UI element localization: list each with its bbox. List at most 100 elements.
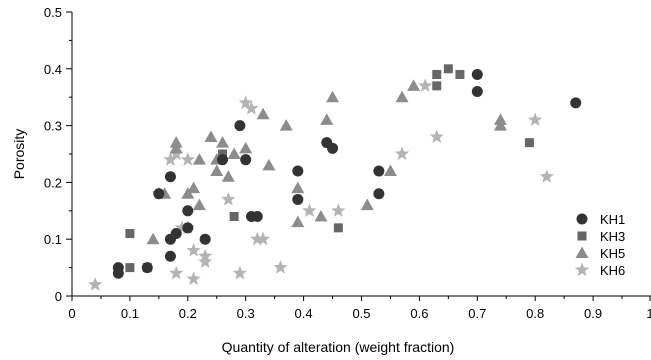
series-kh1	[112, 68, 582, 279]
x-tick-label: 0.9	[584, 306, 602, 321]
x-tick-label: 0.4	[295, 306, 313, 321]
data-point-kh1	[471, 86, 483, 98]
x-tick-label: 0.3	[237, 306, 255, 321]
series-kh6	[88, 78, 554, 291]
data-point-kh1	[182, 205, 194, 217]
y-tick-label: 0.5	[44, 5, 62, 20]
data-point-kh3	[455, 69, 465, 79]
data-point-kh5	[221, 170, 235, 182]
data-point-kh6	[174, 220, 190, 234]
y-tick-label: 0.4	[44, 62, 62, 77]
data-point-kh6	[528, 112, 543, 126]
x-tick-label: 1	[646, 306, 651, 321]
data-point-kh5	[227, 147, 241, 159]
data-point-kh5	[256, 107, 270, 120]
data-point-kh5	[320, 113, 334, 125]
data-point-kh1	[373, 165, 385, 177]
x-tick-label: 0.2	[179, 306, 197, 321]
data-point-kh1	[292, 165, 304, 177]
data-point-kh3	[125, 263, 135, 273]
data-point-kh5	[291, 181, 305, 194]
data-point-kh5	[291, 215, 305, 228]
y-tick-label: 0.1	[44, 232, 62, 247]
data-point-kh5	[210, 164, 224, 177]
legend-marker-kh5	[575, 246, 589, 258]
data-point-kh3	[524, 138, 534, 148]
series-kh3	[125, 64, 534, 273]
x-tick-label: 0.5	[352, 306, 370, 321]
data-point-kh5	[192, 198, 206, 211]
data-point-kh1	[199, 233, 211, 245]
data-point-kh5	[192, 153, 206, 165]
data-point-kh6	[232, 265, 248, 280]
legend-item-kh6: KH6	[574, 262, 625, 278]
y-tick-label: 0.3	[44, 119, 62, 134]
data-point-kh5	[239, 141, 253, 154]
data-point-kh5	[279, 119, 293, 131]
data-point-kh6	[273, 260, 288, 274]
data-point-kh6	[255, 231, 271, 246]
data-point-kh1	[153, 188, 165, 200]
data-point-kh1	[182, 222, 194, 234]
data-point-kh6	[331, 203, 346, 217]
x-tick-label: 0.6	[410, 306, 428, 321]
data-point-kh1	[112, 267, 124, 279]
data-point-kh6	[238, 95, 253, 109]
legend-item-kh1: KH1	[576, 212, 625, 227]
data-point-kh5	[383, 164, 397, 177]
data-point-kh5	[216, 136, 230, 148]
x-tick-label: 0	[68, 306, 75, 321]
data-point-kh5	[326, 90, 340, 103]
data-point-kh6	[221, 191, 236, 206]
data-point-kh6	[163, 152, 178, 166]
data-point-kh6	[88, 277, 103, 291]
data-point-kh5	[314, 209, 328, 222]
x-tick-label: 0.1	[121, 306, 139, 321]
legend-label: KH5	[600, 246, 625, 261]
data-point-kh1	[570, 97, 582, 109]
data-point-kh5	[187, 181, 201, 194]
data-point-kh1	[141, 262, 153, 274]
data-point-kh6	[394, 146, 410, 161]
data-point-kh3	[218, 149, 228, 159]
data-point-kh5	[169, 136, 183, 148]
data-point-kh6	[539, 169, 554, 183]
data-point-kh1	[327, 142, 339, 154]
y-axis-ticks: 0 0.1 0.2 0.3 0.4 0.5	[44, 5, 72, 304]
data-point-kh6	[180, 152, 195, 166]
data-point-kh6	[250, 231, 265, 246]
data-point-kh5	[395, 90, 409, 103]
data-point-kh1	[164, 250, 176, 262]
legend-label: KH6	[600, 263, 625, 278]
legend: KH1 KH3 KH5 KH6	[574, 212, 625, 278]
data-point-kh5	[204, 130, 218, 142]
data-points	[88, 64, 582, 291]
legend-marker-kh3	[577, 231, 587, 241]
data-point-kh6	[186, 243, 201, 257]
legend-marker-kh6	[574, 262, 590, 277]
data-point-kh6	[198, 254, 213, 268]
y-tick-label: 0	[55, 289, 62, 304]
x-axis-ticks: 0 0.1 0.2 0.3 0.4 0.5 0.6 0.7 0.8 0.9 1	[68, 296, 651, 321]
data-point-kh3	[333, 223, 343, 233]
x-tick-label: 0.7	[468, 306, 486, 321]
legend-label: KH1	[600, 212, 625, 227]
x-axis-title: Quantity of alteration (weight fraction)	[222, 339, 455, 355]
data-point-kh5	[407, 79, 421, 91]
plot-area: 0 0.1 0.2 0.3 0.4 0.5 0.6 0.7 0.8 0.9 1 0 0.1 0.2 0.3…	[44, 5, 651, 321]
data-point-kh3	[443, 64, 453, 74]
data-point-kh1	[471, 68, 483, 80]
data-point-kh1	[292, 193, 304, 205]
data-point-kh3	[432, 81, 442, 91]
data-point-kh1	[373, 188, 385, 200]
data-point-kh1	[164, 171, 176, 183]
data-point-kh3	[229, 211, 239, 221]
legend-marker-kh1	[576, 213, 588, 225]
data-point-kh6	[169, 265, 184, 280]
data-point-kh3	[432, 69, 442, 79]
data-point-kh5	[493, 113, 507, 125]
legend-item-kh3: KH3	[577, 229, 625, 244]
series-kh5	[146, 79, 507, 245]
data-point-kh5	[360, 198, 374, 211]
data-point-kh3	[125, 229, 135, 239]
